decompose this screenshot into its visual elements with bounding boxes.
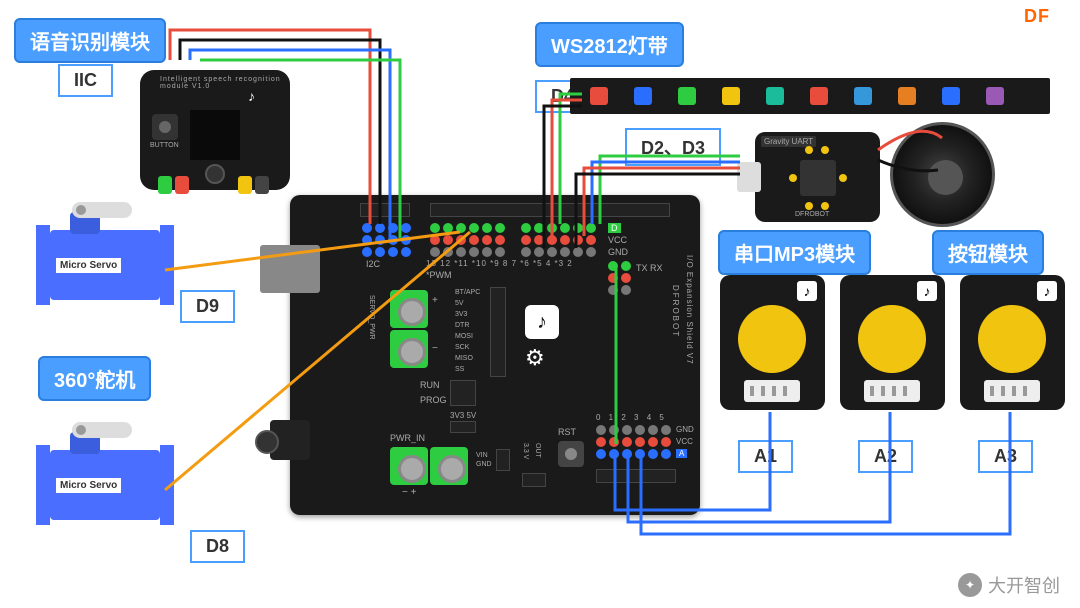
usb-port bbox=[260, 245, 320, 293]
button-2-cap bbox=[858, 305, 926, 373]
label-mp3: 串口MP3模块 bbox=[718, 230, 871, 275]
wechat-icon: ✦ bbox=[958, 573, 982, 597]
arduino-board: I2C TX RX D VCC GND 13 12 *11 *10 *9 8 7… bbox=[290, 195, 700, 515]
voice-chip bbox=[190, 110, 240, 160]
btn-logo-2: ♪ bbox=[917, 281, 937, 301]
pin-d8: D8 bbox=[190, 530, 245, 563]
pin-iic: IIC bbox=[58, 64, 113, 97]
voice-button bbox=[152, 114, 178, 140]
button-3-cap bbox=[978, 305, 1046, 373]
button-1-cap bbox=[738, 305, 806, 373]
pin-a3: A3 bbox=[978, 440, 1033, 473]
btn-logo-1: ♪ bbox=[797, 281, 817, 301]
label-servo360: 360°舵机 bbox=[38, 356, 151, 401]
button-3-conn bbox=[984, 380, 1040, 402]
btn-logo-3: ♪ bbox=[1037, 281, 1057, 301]
df-logo: DF bbox=[1024, 6, 1050, 27]
voice-module: Intelligent speech recognition module V1… bbox=[140, 70, 290, 190]
mp3-module: Gravity UART DFROBOT bbox=[755, 132, 880, 222]
label-button: 按钮模块 bbox=[932, 230, 1044, 275]
pin-d9: D9 bbox=[180, 290, 235, 323]
servo-1-label: Micro Servo bbox=[56, 258, 121, 273]
button-2-conn bbox=[864, 380, 920, 402]
servo-2-label: Micro Servo bbox=[56, 478, 121, 493]
watermark: ✦ 大开智创 bbox=[958, 572, 1060, 598]
pin-a1: A1 bbox=[738, 440, 793, 473]
pin-d2d3: D2、D3 bbox=[625, 128, 721, 166]
label-voice: 语音识别模块 bbox=[14, 18, 166, 63]
watermark-text: 大开智创 bbox=[988, 572, 1060, 598]
mp3-connector bbox=[737, 162, 761, 192]
df-board-logo: ♪ bbox=[525, 305, 559, 339]
power-jack bbox=[270, 420, 310, 460]
button-module-3: ♪ bbox=[960, 275, 1065, 410]
pin-a2: A2 bbox=[858, 440, 913, 473]
button-module-1: ♪ bbox=[720, 275, 825, 410]
label-ws2812: WS2812灯带 bbox=[535, 22, 684, 67]
led-strip bbox=[570, 78, 1050, 114]
servo-2: Micro Servo bbox=[50, 450, 160, 520]
button-1-conn bbox=[744, 380, 800, 402]
reset-button bbox=[558, 441, 584, 467]
mp3-chip bbox=[800, 160, 836, 196]
voice-connector-1 bbox=[158, 176, 189, 194]
speaker bbox=[890, 122, 995, 227]
voice-mic bbox=[205, 164, 225, 184]
servo-1: Micro Servo bbox=[50, 230, 160, 300]
voice-connector-2 bbox=[238, 176, 269, 194]
button-module-2: ♪ bbox=[840, 275, 945, 410]
